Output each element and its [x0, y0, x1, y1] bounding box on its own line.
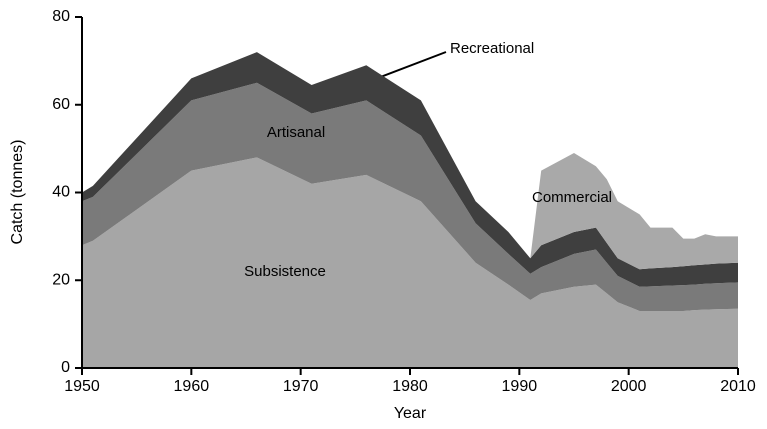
area — [82, 157, 738, 368]
y-tick-label: 80 — [52, 8, 70, 25]
leader-line — [377, 51, 447, 79]
area — [82, 82, 738, 311]
y-tick-label: 0 — [61, 359, 70, 376]
area-label: Subsistence — [244, 263, 326, 280]
area — [530, 153, 738, 270]
x-tick-label: 1970 — [283, 378, 319, 395]
y-axis-label: Catch (tonnes) — [9, 140, 26, 245]
y-tick-label: 60 — [52, 96, 70, 113]
area-label: Commercial — [532, 189, 612, 206]
x-tick-label: 2010 — [720, 378, 756, 395]
x-tick-label: 1990 — [502, 378, 538, 395]
y-tick-label: 40 — [52, 184, 70, 201]
area-label: Artisanal — [267, 124, 325, 141]
x-tick-label: 1950 — [64, 378, 100, 395]
x-axis-label: Year — [394, 405, 427, 422]
y-tick-label: 20 — [52, 271, 70, 288]
x-tick-label: 1980 — [392, 378, 428, 395]
area — [82, 52, 738, 287]
x-tick-label: 2000 — [611, 378, 647, 395]
area-label: Recreational — [450, 40, 534, 57]
x-tick-label: 1960 — [174, 378, 210, 395]
